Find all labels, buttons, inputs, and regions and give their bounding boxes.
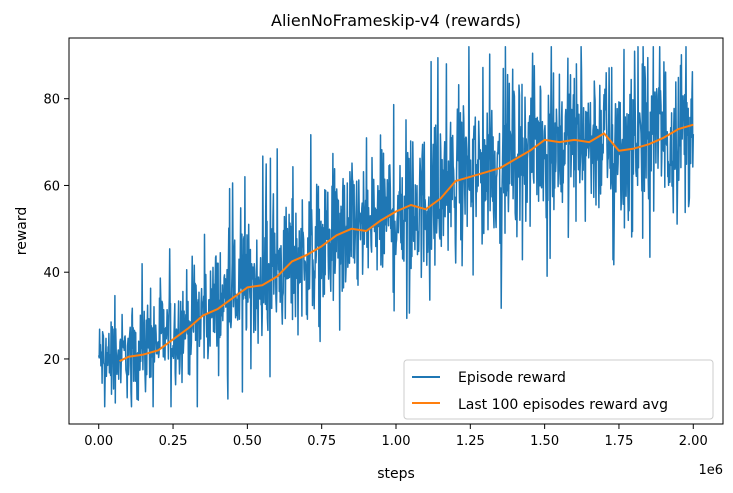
x-tick-label: 1.00 bbox=[382, 434, 411, 449]
y-tick-label: 60 bbox=[43, 179, 60, 194]
legend-label-episode-reward: Episode reward bbox=[458, 370, 566, 386]
legend-box bbox=[403, 359, 714, 420]
x-axis: 0.00 0.25 0.50 0.75 1.00 1.25 1.50 1.75 2.00 bbox=[84, 424, 708, 449]
y-axis-label: reward bbox=[14, 207, 30, 256]
y-axis: 20 40 60 80 bbox=[43, 93, 69, 368]
series-episode-reward-line bbox=[97, 45, 695, 408]
axes-frame bbox=[68, 37, 724, 425]
x-axis-offset-label: 1e6 bbox=[698, 463, 723, 478]
legend-label-reward-avg: Last 100 episodes reward avg bbox=[458, 397, 668, 413]
y-tick-label: 20 bbox=[43, 353, 60, 368]
x-tick-label: 0.25 bbox=[159, 434, 188, 449]
x-tick-label: 1.75 bbox=[604, 434, 633, 449]
y-tick-label: 40 bbox=[43, 266, 60, 281]
plot-area bbox=[97, 45, 695, 408]
x-tick-label: 1.50 bbox=[530, 434, 559, 449]
y-tick-label: 80 bbox=[43, 93, 60, 108]
x-tick-label: 0.75 bbox=[307, 434, 336, 449]
legend: Episode reward Last 100 episodes reward … bbox=[403, 359, 714, 420]
series-reward-avg-line bbox=[119, 123, 694, 363]
x-tick-label: 0.00 bbox=[84, 434, 113, 449]
x-tick-label: 2.00 bbox=[679, 434, 708, 449]
x-tick-label: 1.25 bbox=[456, 434, 485, 449]
chart-title: AlienNoFrameskip-v4 (rewards) bbox=[271, 11, 521, 30]
x-tick-label: 0.50 bbox=[233, 434, 262, 449]
x-axis-label: steps bbox=[377, 466, 415, 482]
